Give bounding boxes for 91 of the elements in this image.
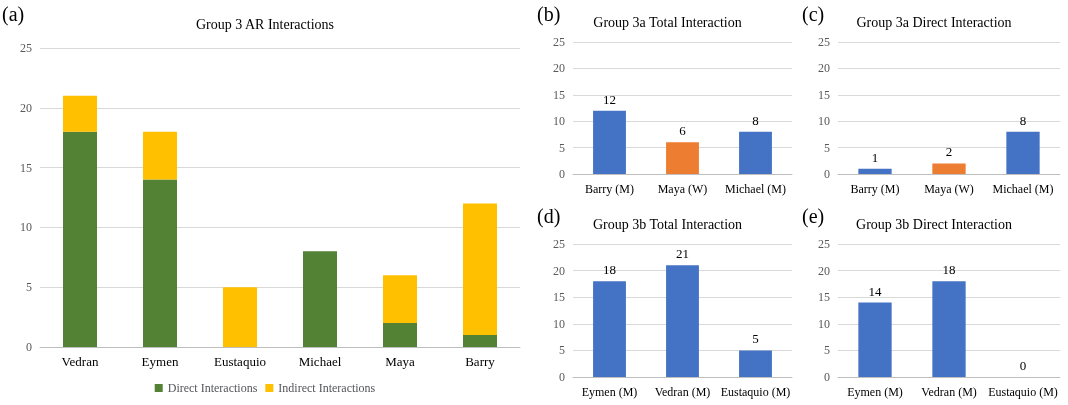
y-tick-label: 10 bbox=[553, 114, 565, 129]
y-tick-label: 5 bbox=[26, 280, 32, 295]
y-tick-label: 5 bbox=[559, 140, 565, 155]
chart-title: Group 3b Total Interaction bbox=[592, 216, 743, 232]
y-tick-label: 15 bbox=[818, 87, 830, 102]
bar bbox=[143, 179, 177, 347]
x-tick-label: Michael (M) bbox=[725, 181, 786, 196]
data-label: 14 bbox=[868, 283, 882, 299]
text: (a) bbox=[2, 3, 25, 26]
data-label: 5 bbox=[752, 331, 759, 347]
bar bbox=[739, 350, 772, 377]
bar bbox=[63, 95, 97, 132]
data-label: 21 bbox=[676, 246, 689, 262]
y-tick-label: 10 bbox=[553, 316, 565, 331]
data-label: 18 bbox=[603, 262, 616, 278]
data-label: 12 bbox=[603, 91, 616, 107]
text: (b) bbox=[537, 3, 561, 26]
chart-title: Group 3b Direct Interaction bbox=[856, 216, 1012, 232]
legend-label: Indirect Interactions bbox=[278, 381, 376, 395]
y-tick-label: 25 bbox=[818, 35, 830, 49]
data-label: 6 bbox=[679, 123, 687, 139]
bar bbox=[143, 131, 177, 180]
bar bbox=[383, 275, 417, 324]
y-tick-label: 0 bbox=[559, 370, 565, 384]
y-tick-label: 25 bbox=[20, 41, 32, 55]
x-tick-label: Maya (W) bbox=[924, 181, 974, 196]
x-tick-label: Eymen (M) bbox=[581, 384, 638, 399]
x-tick-label: Barry bbox=[465, 354, 496, 369]
y-tick-label: 0 bbox=[26, 340, 32, 354]
y-tick-label: 0 bbox=[824, 370, 830, 384]
y-tick-label: 0 bbox=[824, 167, 830, 181]
x-tick-label: Maya (W) bbox=[657, 181, 708, 196]
x-tick-label: Barry (M) bbox=[850, 181, 900, 196]
x-tick-label: Barry (M) bbox=[585, 181, 634, 196]
text: (c) bbox=[802, 3, 825, 26]
y-tick-label: 0 bbox=[559, 167, 565, 181]
y-tick-label: 25 bbox=[553, 35, 565, 49]
bar bbox=[593, 281, 626, 377]
bar bbox=[463, 203, 497, 336]
y-tick-label: 10 bbox=[818, 316, 830, 331]
bar bbox=[739, 131, 772, 174]
y-tick-label: 15 bbox=[20, 160, 32, 175]
x-tick-label: Eymen (M) bbox=[847, 384, 903, 399]
y-tick-label: 15 bbox=[553, 290, 565, 305]
bar bbox=[463, 335, 497, 347]
data-label: 8 bbox=[1019, 112, 1027, 128]
y-tick-label: 20 bbox=[553, 263, 565, 278]
bar bbox=[1006, 131, 1040, 174]
x-tick-label: Vedran (M) bbox=[654, 384, 711, 399]
chart-title: Group 3 AR Interactions bbox=[195, 16, 335, 32]
y-tick-label: 25 bbox=[818, 237, 830, 251]
x-tick-label: Eustaquio (M) bbox=[988, 384, 1058, 399]
y-tick-label: 20 bbox=[818, 263, 830, 278]
bar bbox=[63, 131, 97, 347]
x-tick-label: Vedran (M) bbox=[921, 384, 977, 399]
bar bbox=[303, 251, 337, 347]
data-label: 2 bbox=[945, 144, 953, 160]
data-label: 1 bbox=[871, 149, 879, 165]
bar bbox=[383, 323, 417, 347]
data-label: 0 bbox=[1019, 358, 1027, 373]
text: (e) bbox=[802, 205, 825, 228]
chart-title: Group 3a Total Interaction bbox=[593, 14, 742, 30]
y-tick-label: 5 bbox=[559, 343, 565, 358]
bar bbox=[593, 110, 626, 174]
x-tick-label: Eymen bbox=[141, 354, 179, 369]
x-tick-label: Michael (M) bbox=[992, 181, 1054, 196]
bar bbox=[666, 142, 699, 174]
x-tick-label: Eustaquio (M) bbox=[720, 384, 791, 399]
y-tick-label: 25 bbox=[553, 237, 565, 251]
legend-label: Direct Interactions bbox=[167, 381, 258, 395]
bar bbox=[932, 163, 966, 174]
data-label: 8 bbox=[752, 112, 759, 128]
bar bbox=[858, 168, 892, 174]
y-tick-label: 10 bbox=[20, 220, 32, 235]
text: (d) bbox=[537, 205, 561, 228]
y-tick-label: 20 bbox=[818, 61, 830, 76]
y-tick-label: 20 bbox=[20, 100, 32, 115]
x-tick-label: Michael bbox=[298, 354, 342, 369]
y-tick-label: 20 bbox=[553, 61, 565, 76]
data-label: 18 bbox=[942, 262, 956, 278]
x-tick-label: Vedran bbox=[61, 354, 99, 369]
chart-title: Group 3a Direct Interaction bbox=[856, 14, 1012, 30]
y-tick-label: 5 bbox=[824, 140, 830, 155]
y-tick-label: 10 bbox=[818, 114, 830, 129]
bar bbox=[223, 287, 257, 347]
bar bbox=[666, 265, 699, 377]
y-tick-label: 15 bbox=[818, 290, 830, 305]
y-tick-label: 15 bbox=[553, 87, 565, 102]
x-tick-label: Maya bbox=[385, 354, 416, 369]
y-tick-label: 5 bbox=[824, 343, 830, 358]
x-tick-label: Eustaquio bbox=[214, 354, 266, 369]
